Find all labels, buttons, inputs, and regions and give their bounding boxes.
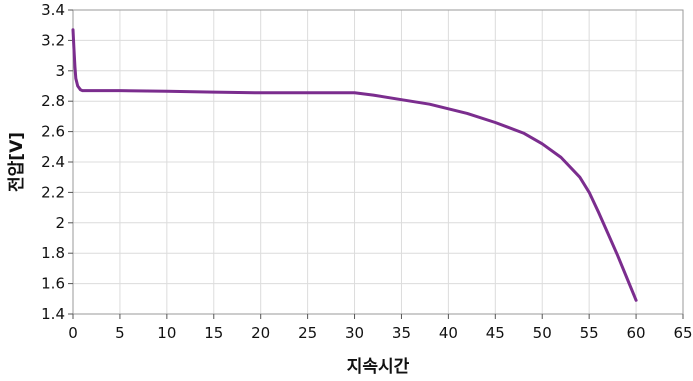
x-tick-label: 20 <box>251 324 270 342</box>
y-tick-label: 3.4 <box>41 1 65 19</box>
y-tick-label: 3.2 <box>41 31 65 49</box>
y-tick-label: 3 <box>55 62 65 80</box>
y-tick-label: 2.2 <box>41 183 65 201</box>
x-tick-label: 15 <box>204 324 223 342</box>
series-layer <box>71 28 638 302</box>
x-tick-label: 10 <box>157 324 176 342</box>
y-tick-label: 2.6 <box>41 123 65 141</box>
x-tick-label: 65 <box>673 324 692 342</box>
x-tick-label: 35 <box>392 324 411 342</box>
x-tick-label: 5 <box>115 324 125 342</box>
x-tick-label: 55 <box>580 324 599 342</box>
y-tick-label: 2.8 <box>41 92 65 110</box>
x-tick-label: 40 <box>439 324 458 342</box>
y-tick-label: 2.4 <box>41 153 65 171</box>
y-axis-ticks: 1.4 1.6 1.8 2 2.2 2.4 2.6 2.8 3 3.2 3.4 <box>41 1 73 323</box>
x-tick-label: 0 <box>68 324 78 342</box>
x-tick-label: 25 <box>298 324 317 342</box>
y-tick-label: 1.8 <box>41 244 65 262</box>
y-tick-label: 1.6 <box>41 275 65 293</box>
x-axis-ticks: 0 5 10 15 20 25 30 35 40 45 50 55 60 65 <box>68 314 693 342</box>
y-tick-label: 1.4 <box>41 305 65 323</box>
x-tick-label: 60 <box>627 324 646 342</box>
y-axis-title: 전압[V] <box>6 132 27 192</box>
series-line <box>71 28 638 302</box>
x-tick-label: 50 <box>533 324 552 342</box>
y-tick-label: 2 <box>55 214 65 232</box>
x-tick-label: 45 <box>486 324 505 342</box>
x-axis-title: 지속시간 <box>347 357 410 377</box>
x-tick-label: 30 <box>345 324 364 342</box>
